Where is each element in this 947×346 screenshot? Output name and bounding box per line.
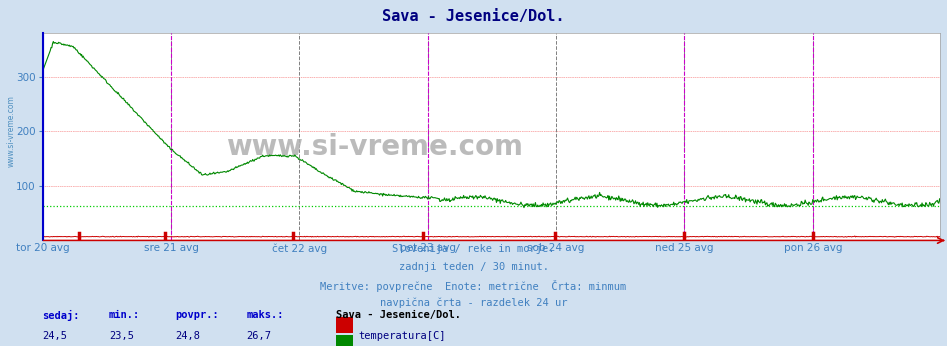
Text: temperatura[C]: temperatura[C] [358,331,445,341]
Bar [336,317,353,333]
Text: 26,7: 26,7 [246,331,271,341]
Text: www.si-vreme.com: www.si-vreme.com [226,133,524,161]
Text: Meritve: povprečne  Enote: metrične  Črta: minmum: Meritve: povprečne Enote: metrične Črta:… [320,280,627,292]
Bar [336,335,353,346]
Text: Sava - Jesenice/Dol.: Sava - Jesenice/Dol. [383,9,564,24]
Text: povpr.:: povpr.: [175,310,219,320]
Text: Slovenija / reke in morje.: Slovenija / reke in morje. [392,244,555,254]
Text: www.si-vreme.com: www.si-vreme.com [7,95,16,167]
Text: 24,5: 24,5 [43,331,67,341]
Text: zadnji teden / 30 minut.: zadnji teden / 30 minut. [399,262,548,272]
Text: 23,5: 23,5 [109,331,134,341]
Text: 24,8: 24,8 [175,331,200,341]
Text: min.:: min.: [109,310,140,320]
Text: sedaj:: sedaj: [43,310,80,321]
Text: navpična črta - razdelek 24 ur: navpična črta - razdelek 24 ur [380,298,567,308]
Text: Sava - Jesenice/Dol.: Sava - Jesenice/Dol. [336,310,461,320]
Text: maks.:: maks.: [246,310,284,320]
